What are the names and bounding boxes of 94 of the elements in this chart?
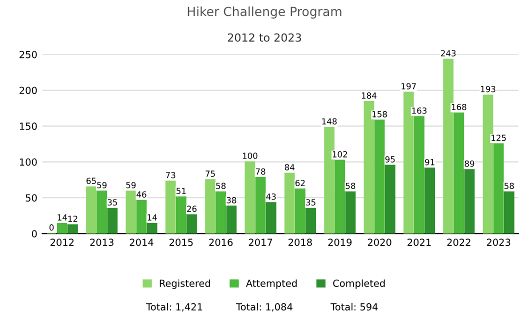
bar <box>454 112 464 234</box>
bar <box>226 206 237 234</box>
text: Total: 1,421 <box>146 303 202 312</box>
x-tick-label: 2018 <box>288 238 312 246</box>
data-label: 78 <box>256 168 266 175</box>
data-label: 0 <box>49 224 54 231</box>
bar <box>96 190 108 234</box>
bar <box>364 101 374 234</box>
bar <box>464 169 475 234</box>
legend-label: Registered <box>160 279 210 289</box>
bar <box>345 191 356 234</box>
bar <box>284 172 295 234</box>
data-label: 125 <box>492 134 506 141</box>
y-tick-label: 100 <box>20 158 37 166</box>
data-label: 75 <box>206 170 215 177</box>
bar <box>493 143 504 234</box>
data-label: 243 <box>440 50 456 56</box>
bar <box>136 200 147 234</box>
x-tick-label: 2021 <box>408 238 431 246</box>
bar <box>324 126 334 234</box>
x-tick-label: 2020 <box>368 238 392 246</box>
chart-subtitle: 2012 to 2023 <box>228 33 301 42</box>
y-tick-label: 250 <box>20 50 37 58</box>
data-label: 58 <box>346 182 356 190</box>
data-label: 62 <box>295 180 305 186</box>
bar <box>86 186 96 234</box>
data-label: 73 <box>166 172 176 178</box>
data-label: 58 <box>216 182 226 190</box>
text: Total: 1,084 <box>236 303 292 312</box>
x-tick-label: 2019 <box>328 238 352 246</box>
data-label: 193 <box>480 86 496 92</box>
bar <box>306 208 316 234</box>
data-label: 35 <box>306 199 316 206</box>
bar <box>244 161 256 234</box>
data-label: 65 <box>86 178 96 184</box>
y-tick-label: 50 <box>26 194 37 202</box>
data-label: 102 <box>332 151 347 158</box>
data-label: 26 <box>187 206 197 212</box>
bar <box>165 180 176 234</box>
bar <box>482 94 494 234</box>
bar <box>295 188 306 234</box>
x-tick-label: 2017 <box>248 238 272 246</box>
data-label: 95 <box>385 156 395 162</box>
bar <box>68 224 78 234</box>
data-label: 184 <box>362 92 376 99</box>
x-tick-label: 2012 <box>50 238 74 246</box>
bar <box>266 202 276 234</box>
bar <box>374 120 385 234</box>
data-label: 58 <box>504 182 514 190</box>
bar <box>205 179 216 234</box>
y-tick-label: 0 <box>32 230 37 238</box>
bar <box>107 208 118 234</box>
data-label: 51 <box>176 188 186 194</box>
x-tick-label: 2015 <box>170 238 193 246</box>
data-label: 100 <box>242 152 258 159</box>
y-tick-label: 200 <box>20 86 37 94</box>
x-tick-label: 2016 <box>209 238 233 246</box>
data-label: 38 <box>226 197 236 204</box>
data-label: 12 <box>68 216 78 222</box>
data-label: 197 <box>402 83 416 90</box>
bar <box>334 160 346 234</box>
data-label: 148 <box>322 118 337 125</box>
y-tick-label: 150 <box>20 122 37 130</box>
bar <box>424 168 436 234</box>
data-label: 158 <box>372 111 387 118</box>
bar <box>403 92 414 234</box>
data-label: 35 <box>108 199 117 206</box>
data-label: 163 <box>412 107 427 114</box>
bar <box>414 116 424 234</box>
data-label: 91 <box>425 159 434 166</box>
data-label: 59 <box>97 182 107 188</box>
x-tick-label: 2013 <box>90 238 114 246</box>
data-label: 14 <box>148 214 157 220</box>
bar <box>186 214 197 234</box>
x-tick-label: 2022 <box>447 238 470 246</box>
data-label: 14 <box>58 214 67 220</box>
bar <box>255 176 266 234</box>
data-label: 43 <box>266 193 276 200</box>
bar <box>126 190 136 234</box>
data-label: 168 <box>452 104 466 110</box>
x-tick-label: 2023 <box>486 238 510 246</box>
data-label: 46 <box>136 191 146 198</box>
data-label: 89 <box>464 160 474 167</box>
bar <box>176 196 186 234</box>
x-tick-label: 2014 <box>130 238 154 246</box>
legend-label: Completed <box>333 279 385 289</box>
bar <box>216 191 226 234</box>
text: Total: 594 <box>330 303 378 311</box>
data-label: 84 <box>284 164 294 170</box>
legend-label: Attempted <box>246 279 297 289</box>
bar <box>56 222 68 234</box>
chart-title: Hiker Challenge Program <box>188 6 342 19</box>
bar <box>504 191 514 234</box>
data-label: 59 <box>126 182 136 188</box>
